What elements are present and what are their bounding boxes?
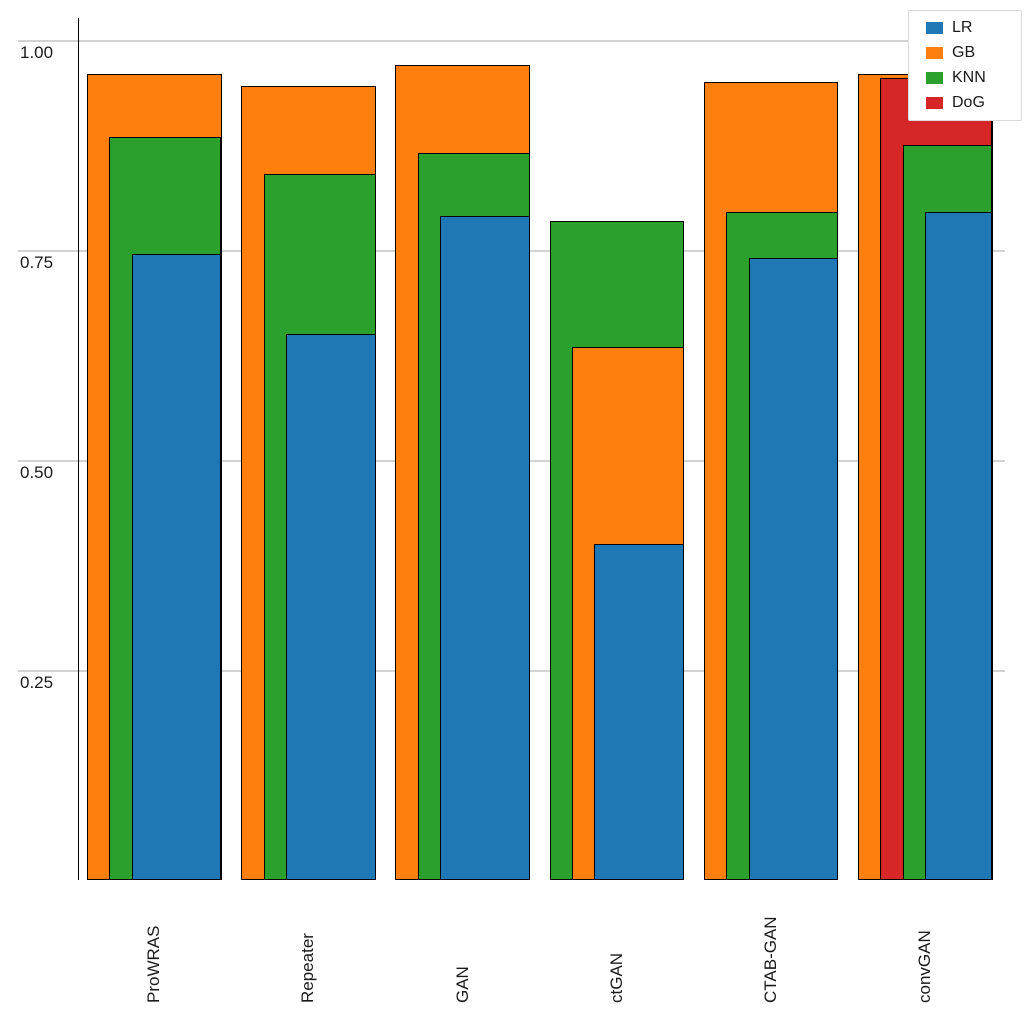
y-tick-label-0.50: 0.50 [20, 463, 54, 482]
x-tick-label-ctgan: ctGAN [606, 952, 626, 1003]
bar-ctab-gan-lr [748, 258, 839, 880]
y-tick-label-0.25: 0.25 [20, 673, 54, 692]
x-tick-label-gan: GAN [452, 966, 472, 1003]
legend-label-knn: KNN [952, 69, 986, 86]
legend-label-gb: GB [952, 44, 976, 61]
gridline-1.00 [18, 40, 1005, 42]
bar-prowras-lr [131, 254, 222, 880]
x-tick-label-ctab-gan: CTAB-GAN [761, 916, 781, 1003]
x-tick-label-prowras: ProWRAS [144, 925, 164, 1003]
legend-item-dog: DoG [926, 91, 1021, 115]
legend-swatch-gb-icon [926, 47, 943, 59]
legend-label-lr: LR [952, 19, 973, 36]
bar-repeater-lr [286, 334, 376, 880]
bar-convgan-lr [925, 212, 993, 880]
legend-label-dog: DoG [952, 94, 985, 111]
legend-swatch-dog-icon [926, 97, 943, 109]
legend-swatch-knn-icon [926, 72, 943, 84]
legend: LR GB KNN DoG [908, 10, 1022, 121]
legend-item-gb: GB [926, 41, 1021, 65]
y-tick-label-0.75: 0.75 [20, 253, 54, 272]
bar-ctgan-lr [594, 544, 685, 880]
legend-item-knn: KNN [926, 66, 1021, 90]
x-tick-label-convgan: convGAN [915, 930, 935, 1003]
legend-swatch-lr-icon [926, 22, 943, 34]
legend-item-lr: LR [926, 16, 1021, 40]
bar-gan-lr [440, 216, 530, 880]
x-tick-label-repeater: Repeater [298, 933, 318, 1003]
y-tick-label-1.00: 1.00 [20, 43, 54, 62]
y-axis-spine [77, 18, 79, 880]
